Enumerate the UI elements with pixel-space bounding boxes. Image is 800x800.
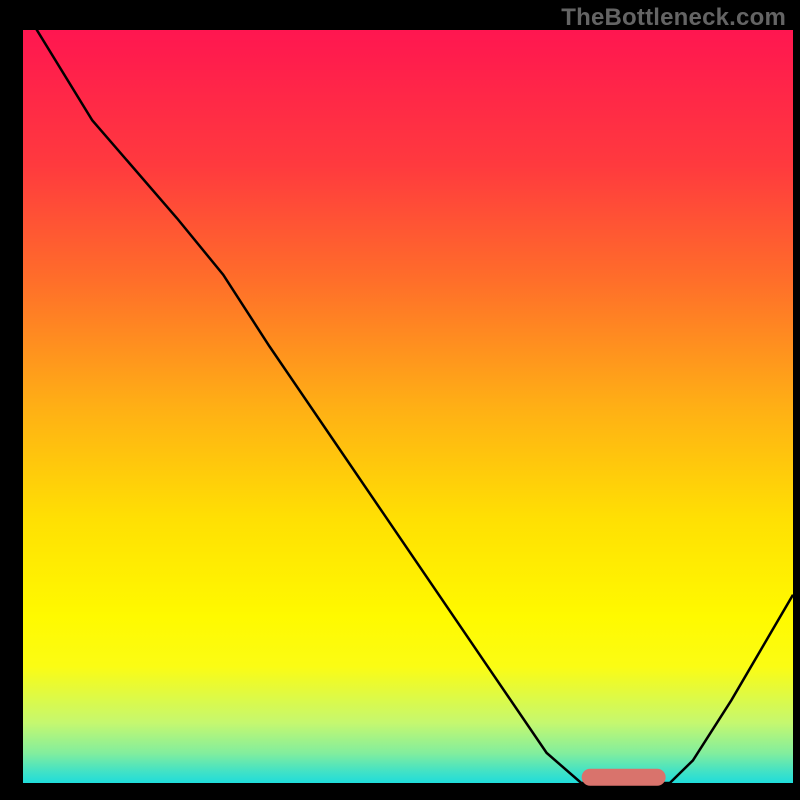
- plot-area: [23, 30, 793, 783]
- bottleneck-curve: [23, 30, 793, 783]
- watermark-text: TheBottleneck.com: [561, 4, 786, 32]
- optimal-range-marker: [581, 769, 666, 786]
